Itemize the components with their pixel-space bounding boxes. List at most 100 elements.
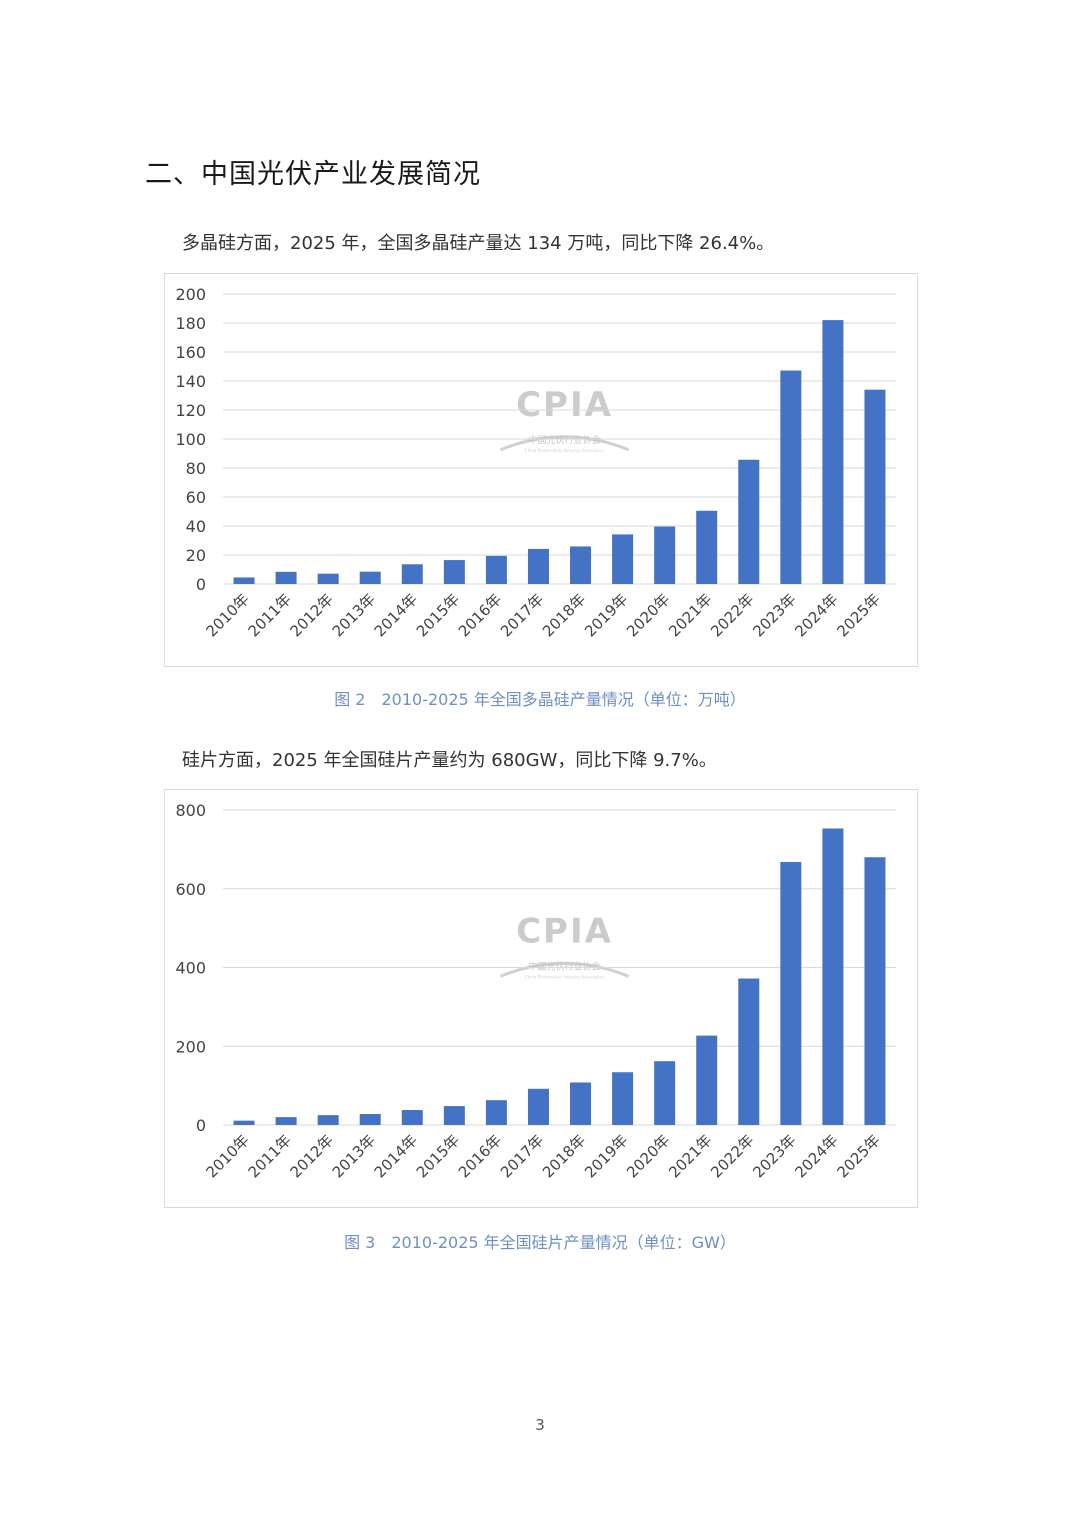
wafer-chart-caption: 图 3 2010-2025 年全国硅片产量情况（单位：GW） [344, 1233, 736, 1252]
section-title: 二、中国光伏产业发展简况 [145, 159, 481, 190]
bar [864, 389, 886, 584]
bar [317, 1115, 339, 1125]
bar [401, 1110, 423, 1125]
y-tick-label: 120 [175, 401, 206, 420]
bar [864, 857, 886, 1125]
wafer-paragraph: 硅片方面，2025 年全国硅片产量约为 680GW，同比下降 9.7%。 [182, 750, 717, 771]
bar [780, 861, 802, 1125]
watermark-arc [499, 435, 630, 452]
bar [696, 510, 718, 584]
y-tick-label: 60 [186, 488, 206, 507]
x-tick-label: 2015年 [413, 1131, 463, 1181]
bar [696, 1035, 718, 1125]
y-tick-label: 100 [175, 430, 206, 449]
y-tick-label: 200 [175, 285, 206, 304]
bar [780, 370, 802, 584]
bar [443, 560, 465, 584]
x-tick-label: 2023年 [749, 590, 799, 640]
x-tick-label: 2017年 [497, 1131, 547, 1181]
y-tick-label: 140 [175, 372, 206, 391]
x-tick-label: 2019年 [581, 1131, 631, 1181]
bar [612, 1072, 634, 1125]
x-tick-label: 2015年 [413, 590, 463, 640]
x-tick-label: 2014年 [371, 1131, 421, 1181]
bar [738, 978, 760, 1125]
x-tick-label: 2016年 [455, 590, 505, 640]
y-tick-label: 200 [175, 1037, 206, 1056]
bar [317, 573, 339, 584]
x-tick-label: 2011年 [245, 1131, 295, 1181]
bar [612, 534, 634, 584]
bar [570, 546, 592, 584]
cpia-watermark: CPIA 中国光伏行业协会 China Photovoltaic Industry … [499, 911, 630, 979]
y-tick-label: 0 [196, 575, 206, 594]
y-tick-label: 40 [186, 517, 206, 536]
watermark-org-text: 中国光伏行业协会 [528, 434, 600, 446]
bar [275, 571, 297, 584]
bar [527, 548, 549, 584]
watermark-org-text: 中国光伏行业协会 [528, 960, 600, 972]
x-tick-label: 2018年 [539, 1131, 589, 1181]
x-tick-label: 2013年 [329, 590, 379, 640]
bar [738, 459, 760, 584]
y-tick-label: 0 [196, 1116, 206, 1135]
polysilicon-chart-svg: CPIA 中国光伏行业协会 China Photovoltaic Industry … [175, 285, 896, 640]
y-tick-label: 80 [186, 459, 206, 478]
watermark-logo-text: CPIA [516, 385, 613, 425]
bar [401, 564, 423, 584]
x-tick-label: 2024年 [791, 1131, 841, 1181]
bar [822, 828, 844, 1125]
x-tick-label: 2025年 [833, 1131, 883, 1181]
x-tick-label: 2016年 [455, 1131, 505, 1181]
x-tick-label: 2025年 [833, 590, 883, 640]
wafer-chart: CPIA 中国光伏行业协会 China Photovoltaic Industry … [164, 789, 918, 1208]
x-tick-label: 2021年 [665, 590, 715, 640]
x-tick-label: 2023年 [749, 1131, 799, 1181]
x-tick-label: 2018年 [539, 590, 589, 640]
bar [359, 571, 381, 584]
x-tick-label: 2011年 [245, 590, 295, 640]
x-tick-label: 2019年 [581, 590, 631, 640]
bar [527, 1088, 549, 1125]
bar [654, 526, 676, 584]
y-tick-label: 160 [175, 343, 206, 362]
polysilicon-chart-caption: 图 2 2010-2025 年全国多晶硅产量情况（单位：万吨） [334, 690, 746, 709]
x-tick-label: 2020年 [623, 590, 673, 640]
y-tick-label: 400 [175, 959, 206, 978]
bar [822, 320, 844, 584]
watermark-org-en-text: China Photovoltaic Industry Association [525, 448, 605, 453]
y-tick-label: 180 [175, 314, 206, 333]
x-tick-label: 2014年 [371, 590, 421, 640]
polysilicon-chart: CPIA 中国光伏行业协会 China Photovoltaic Industry … [164, 273, 918, 667]
watermark-logo-text: CPIA [516, 911, 613, 951]
bar [275, 1117, 297, 1125]
bar [443, 1106, 465, 1125]
x-tick-label: 2024年 [791, 590, 841, 640]
x-tick-label: 2012年 [287, 590, 337, 640]
x-tick-label: 2022年 [707, 1131, 757, 1181]
x-tick-label: 2017年 [497, 590, 547, 640]
watermark-org-en-text: China Photovoltaic Industry Association [525, 974, 605, 979]
bar [485, 555, 507, 584]
x-tick-label: 2010年 [203, 1131, 253, 1181]
x-tick-label: 2022年 [707, 590, 757, 640]
x-tick-label: 2021年 [665, 1131, 715, 1181]
wafer-chart-svg: CPIA 中国光伏行业协会 China Photovoltaic Industry … [175, 801, 896, 1181]
x-tick-label: 2010年 [203, 590, 253, 640]
bar [570, 1082, 592, 1125]
y-tick-label: 800 [175, 801, 206, 820]
watermark-arc [499, 961, 630, 978]
bar [485, 1100, 507, 1125]
y-tick-label: 600 [175, 880, 206, 899]
bar [233, 577, 255, 584]
bar [233, 1120, 255, 1125]
bar [654, 1061, 676, 1125]
page-number: 3 [535, 1416, 545, 1434]
polysilicon-paragraph: 多晶硅方面，2025 年，全国多晶硅产量达 134 万吨，同比下降 26.4%。 [182, 233, 775, 254]
x-tick-label: 2012年 [287, 1131, 337, 1181]
bar [359, 1113, 381, 1125]
x-tick-label: 2020年 [623, 1131, 673, 1181]
cpia-watermark: CPIA 中国光伏行业协会 China Photovoltaic Industry … [499, 385, 630, 453]
y-tick-label: 20 [186, 546, 206, 565]
x-tick-label: 2013年 [329, 1131, 379, 1181]
